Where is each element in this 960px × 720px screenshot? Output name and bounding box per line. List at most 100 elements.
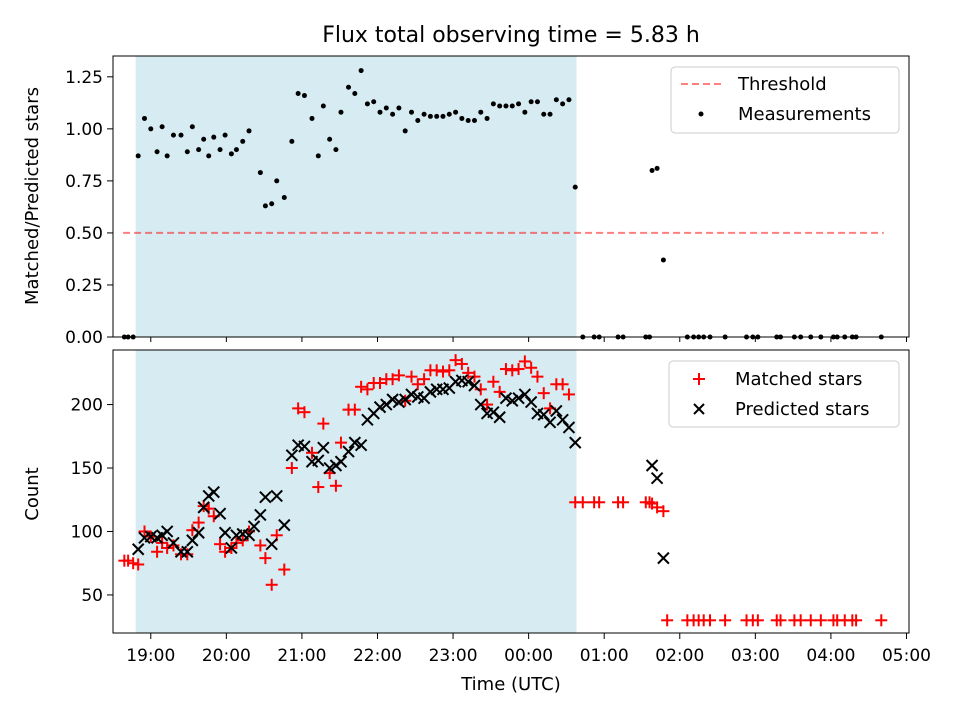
matched-star-point [493,385,506,398]
predicted-star-point [160,525,174,538]
legend-measurements-swatch [698,111,704,117]
measurement-point [148,126,154,132]
measurement-point [269,201,275,207]
measurement-point [541,111,547,117]
measurement-point [427,113,433,119]
matched-star-point [355,380,368,393]
predicted-star-point [524,395,538,409]
count-y-axis-label: Count [22,467,43,520]
matched-star-point [499,363,512,376]
predicted-star-point [373,400,387,414]
x-tick-label: 01:00 [580,646,629,666]
matched-star-point [651,501,664,514]
measurement-point [338,109,344,115]
y-tick-label: 100 [71,522,103,542]
measurement-point [371,99,377,105]
measurement-point [222,132,228,138]
matched-star-point [254,539,267,552]
y-tick-label: 0.00 [65,328,103,348]
measurement-point [164,153,170,159]
count-y-ticks: 50 100 150 200 [71,396,113,606]
measurement-point [516,101,522,107]
ratio-legend-box [670,66,900,134]
legend-matched-label: Matched stars [735,369,862,390]
measurement-point [217,147,223,153]
measurement-point [377,109,383,115]
matched-star-point [192,516,205,529]
measurement-point [484,115,490,121]
count-x-ticks: 19:00 20:00 21:00 22:00 23:00 00:00 01:00 02:00… [126,633,931,666]
predicted-star-point [474,398,487,411]
measurement-point [660,257,666,263]
predicted-star-point [285,449,299,462]
y-tick-label: 1.25 [65,68,103,88]
matched-star-point [804,614,817,627]
matched-star-point [468,370,481,383]
matched-star-point [537,387,550,400]
predicted-star-point [506,394,519,407]
measurement-point [201,136,207,142]
predicted-star-point [499,392,513,405]
measurement-point [364,101,370,107]
x-tick-label: 00:00 [504,646,553,666]
predicted-star-point [562,421,576,434]
predicted-star-point [348,436,362,449]
matched-star-point [794,614,807,627]
predicted-star-point [334,455,348,468]
matched-star-point [430,364,443,377]
legend-matched-swatch [693,373,705,385]
matched-star-point [719,614,732,627]
predicted-stars-points [131,374,670,565]
measurement-point [503,103,509,109]
measurement-point [170,132,176,138]
ratio-legend: Threshold Measurements [670,66,900,134]
measurement-point [159,124,165,130]
measurement-point [396,105,402,111]
measurement-point [390,111,396,117]
x-tick-label: 19:00 [126,646,175,666]
measurement-point [566,97,572,103]
y-tick-label: 0.50 [65,224,103,244]
count-legend-box [668,360,900,428]
matched-star-point [512,363,525,376]
predicted-star-point [569,436,582,449]
measurement-point [522,109,528,115]
measurement-point [509,103,515,109]
count-axes-frame [112,349,910,634]
matched-star-point [661,614,674,627]
matched-star-point [506,364,519,377]
predicted-star-point [278,518,291,532]
matched-star-point [487,375,500,388]
measurement-point [233,147,239,153]
predicted-star-point [354,438,368,452]
measurement-point [196,147,202,153]
measurement-point [434,113,440,119]
predicted-star-point [317,441,330,454]
predicted-star-point [270,489,283,503]
matched-star-point [374,376,387,389]
predicted-star-point [392,395,406,409]
measurement-point [490,101,496,107]
x-tick-label: 21:00 [277,646,326,666]
matched-star-point [436,365,449,378]
matched-star-point [875,614,888,627]
measurement-point [358,68,364,74]
predicted-star-point [405,388,418,401]
observing-window-shade [135,56,577,337]
predicted-star-point [265,537,278,551]
measurement-point [572,184,578,190]
matched-star-point [576,496,589,509]
matched-star-point [161,541,174,554]
matched-star-point [405,370,418,383]
y-tick-label: 150 [71,459,103,479]
matched-star-point [122,554,135,567]
predicted-star-point [254,508,267,522]
matched-star-point [361,383,374,396]
measurement-point [315,153,321,159]
matched-star-point [774,614,787,627]
legend-predicted-swatch [693,403,705,415]
predicted-star-point [218,526,232,539]
matched-star-point [127,557,140,570]
measurement-point [274,178,280,184]
